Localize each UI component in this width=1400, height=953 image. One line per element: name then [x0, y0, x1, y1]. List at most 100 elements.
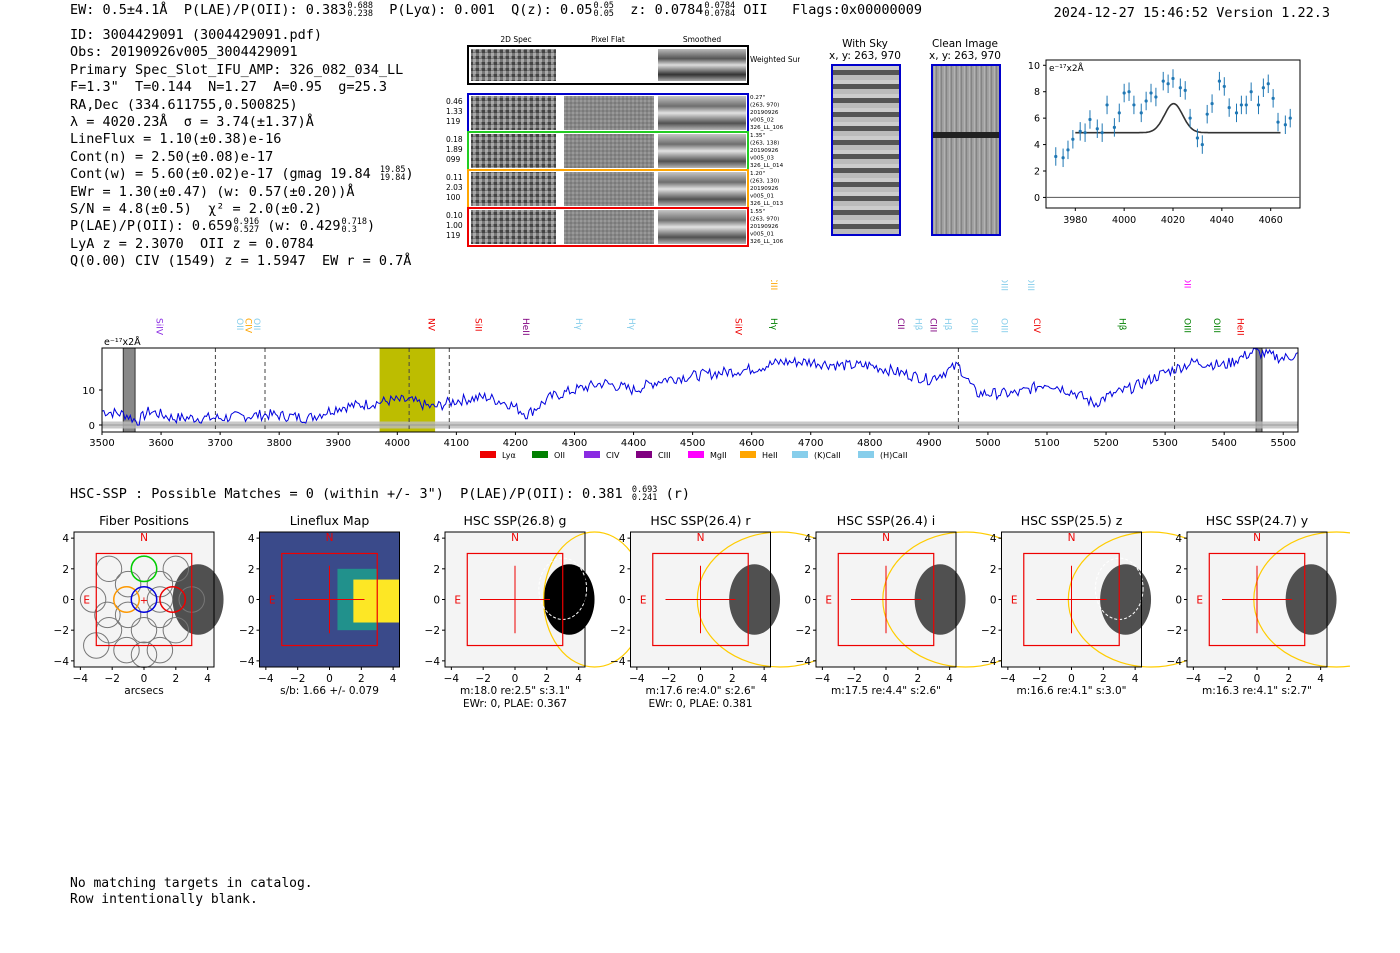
fit-data-point — [1149, 91, 1153, 95]
row-right-label: 326_LL_106 — [750, 125, 784, 131]
fiber-circle — [146, 636, 174, 664]
fit-data-point — [1217, 79, 1222, 83]
hsc-xtick-label: 2 — [172, 673, 179, 685]
row-smoothed — [658, 210, 746, 244]
hsc-xtick-label: 4 — [946, 673, 953, 685]
fit-data-point — [1095, 127, 1099, 131]
header-ew: EW: 0.5±4.1Å — [70, 2, 168, 18]
fit-data-point — [1276, 120, 1280, 124]
info-civ: Q(0.00) CIV (1549) z = 1.5947 EW r = 0.7… — [70, 253, 412, 270]
hsc-ytick-label: −4 — [1167, 656, 1183, 668]
row-right-label: v005_03 — [750, 156, 774, 162]
spec-xtick-label: 4700 — [798, 438, 823, 449]
row-right-label: (263, 970) — [750, 217, 779, 223]
line-id-label: Hβ — [942, 318, 952, 331]
row-right-label: 326_LL_106 — [750, 239, 784, 245]
info-contw: Cont(w) = 5.60(±0.02)e-17 (gmag 19.84 19… — [70, 165, 414, 184]
east-label: E — [83, 595, 90, 607]
north-label: N — [140, 532, 148, 544]
row-smoothed — [658, 134, 746, 168]
row-right-label: v005_02 — [750, 118, 774, 124]
info-ewr: EWr = 1.30(±0.47) (w: 0.57(±0.20))Å — [70, 183, 355, 200]
legend-swatch — [858, 451, 874, 458]
row-2dspec — [471, 96, 556, 130]
hsc-ytick-label: 2 — [248, 564, 255, 576]
row-right-label: 1.55" — [750, 209, 765, 215]
line-id-label: Hβ — [1116, 318, 1126, 331]
fit-data-point — [1071, 137, 1075, 141]
hsc-caption: m:17.6 re:4.0" s:2.6" — [646, 685, 756, 697]
hsc-title: HSC-SSP : Possible Matches = 0 (within +… — [70, 485, 690, 503]
row-smoothed — [658, 172, 746, 206]
line-id-label: CIV — [242, 318, 252, 334]
info-radec: RA,Dec (334.611755,0.500825) — [70, 96, 298, 113]
fit-data-point — [1100, 131, 1104, 135]
fit-data-point — [1061, 156, 1065, 160]
legend-label: OII — [554, 451, 565, 460]
line-id-label: OIII — [969, 318, 979, 333]
row-left-label: 100 — [446, 193, 461, 202]
galaxy-blob — [543, 564, 595, 635]
note-line-1: No matching targets in catalog. — [70, 876, 313, 891]
with-sky-coords: x, y: 263, 970 — [829, 50, 901, 62]
legend-swatch — [532, 451, 548, 458]
row-pixelflat — [564, 134, 654, 168]
clean-image-image — [931, 64, 1001, 236]
fit-data-point — [1188, 116, 1192, 120]
fit-data-point — [1139, 111, 1143, 115]
line-id-label: OII — [251, 318, 261, 330]
line-id-label: OII — [234, 318, 244, 330]
row-left-label: 1.89 — [446, 145, 463, 154]
hsc-xtick-label: −4 — [629, 673, 645, 685]
hsc-xtick-label: −4 — [258, 673, 274, 685]
hsc-ytick-label: 4 — [433, 533, 440, 545]
info-lambda: λ = 4020.23Å σ = 3.74(±1.37)Å — [70, 114, 314, 131]
hsc-xtick-label: −2 — [1032, 673, 1047, 685]
hsc-ytick-label: 2 — [619, 564, 626, 576]
full-spectrum-svg: e⁻¹⁷x2Å 0 10 3500 3600 3700 3800 3900 4000 4100 42… — [82, 276, 1299, 460]
fit-data-point — [1195, 136, 1200, 140]
row-right-label: 20190926 — [750, 186, 779, 192]
info-id: ID: 3004429091 (3004429091.pdf) — [70, 27, 322, 43]
version-label: Version 1.22.3 — [1216, 5, 1330, 21]
hsc-xtick-label: 0 — [512, 673, 519, 685]
weighted-smoothed — [658, 49, 746, 81]
spec-xtick-label: 4600 — [739, 438, 764, 449]
spec-xtick-label: 5200 — [1093, 438, 1118, 449]
hsc-xtick-label: 2 — [729, 673, 736, 685]
fit-data-point — [1171, 76, 1175, 81]
spec-xtick-label: 4400 — [621, 438, 646, 449]
hsc-ytick-label: 0 — [804, 595, 811, 607]
hsc-ytick-label: 4 — [1175, 533, 1182, 545]
row-right-label: v005_01 — [750, 194, 774, 200]
hsc-ytick-label: 2 — [1175, 564, 1182, 576]
fit-data-point — [1112, 125, 1116, 129]
with-sky-title: With Sky — [842, 38, 888, 50]
fit-data-point — [1200, 142, 1204, 147]
spec-xtick-label: 5100 — [1034, 438, 1059, 449]
legend-swatch — [688, 451, 704, 458]
hsc-panel-title: Fiber Positions — [99, 513, 189, 528]
spec-xtick-label: 3500 — [89, 438, 114, 449]
legend-label: (H)CaII — [880, 451, 907, 460]
hsc-xtick-label: 0 — [326, 673, 333, 685]
fit-data-point — [1288, 116, 1292, 120]
hsc-xtick-label: −4 — [815, 673, 831, 685]
search-box — [1208, 552, 1306, 647]
hsc-panel-title: HSC SSP(26.8) g — [464, 513, 567, 528]
hsc-xtick-label: 4 — [575, 673, 582, 685]
row-right-label: (263, 130) — [750, 179, 779, 185]
info-sn: S/N = 4.8(±0.5) χ² = 2.0(±0.2) — [70, 201, 322, 218]
hsc-ytick-label: −2 — [1167, 625, 1182, 637]
line-id-label: SiIV — [732, 318, 742, 336]
detection-info: ID: 3004429091 (3004429091.pdf) Obs: 2019… — [70, 27, 414, 271]
hsc-caption: m:18.0 re:2.5" s:3.1" — [460, 685, 570, 697]
galaxy-blob — [1100, 564, 1152, 635]
hsc-caption: arcsecs — [124, 685, 163, 697]
row-left-label: 2.03 — [446, 183, 463, 192]
header-plae: P(LAE)/P(OII): 0.383 — [183, 2, 347, 18]
fit-data-point — [1144, 99, 1148, 103]
